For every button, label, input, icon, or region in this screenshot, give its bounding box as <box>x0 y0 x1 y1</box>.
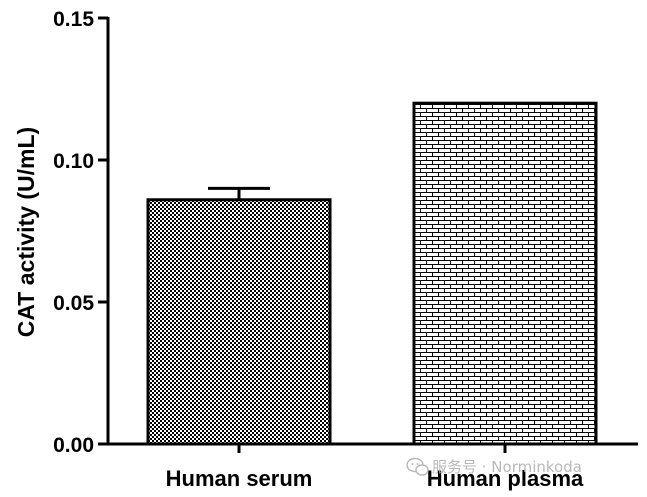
axes-layer: Human serum Human plasma 0.00 0.05 0.10 0.15 <box>53 8 638 491</box>
error-bar-human-serum <box>208 186 270 200</box>
watermark: 服务号 · Norminkoda <box>406 457 582 476</box>
bars-layer <box>146 101 598 446</box>
x-tick-label: Human plasma <box>427 466 584 491</box>
y-tick-label: 0.05 <box>53 292 94 315</box>
bar-human-plasma <box>412 101 598 446</box>
bar-human-serum <box>146 198 332 446</box>
y-tick-label: 0.10 <box>53 150 94 173</box>
y-tick-label: 0.00 <box>53 434 94 457</box>
wechat-icon <box>406 457 429 476</box>
x-tick-label: Human serum <box>166 466 313 491</box>
y-tick-label: 0.15 <box>53 8 94 31</box>
watermark-text: 服务号 · Norminkoda <box>432 458 582 476</box>
y-axis-title: CAT activity (U/mL) <box>13 127 39 337</box>
